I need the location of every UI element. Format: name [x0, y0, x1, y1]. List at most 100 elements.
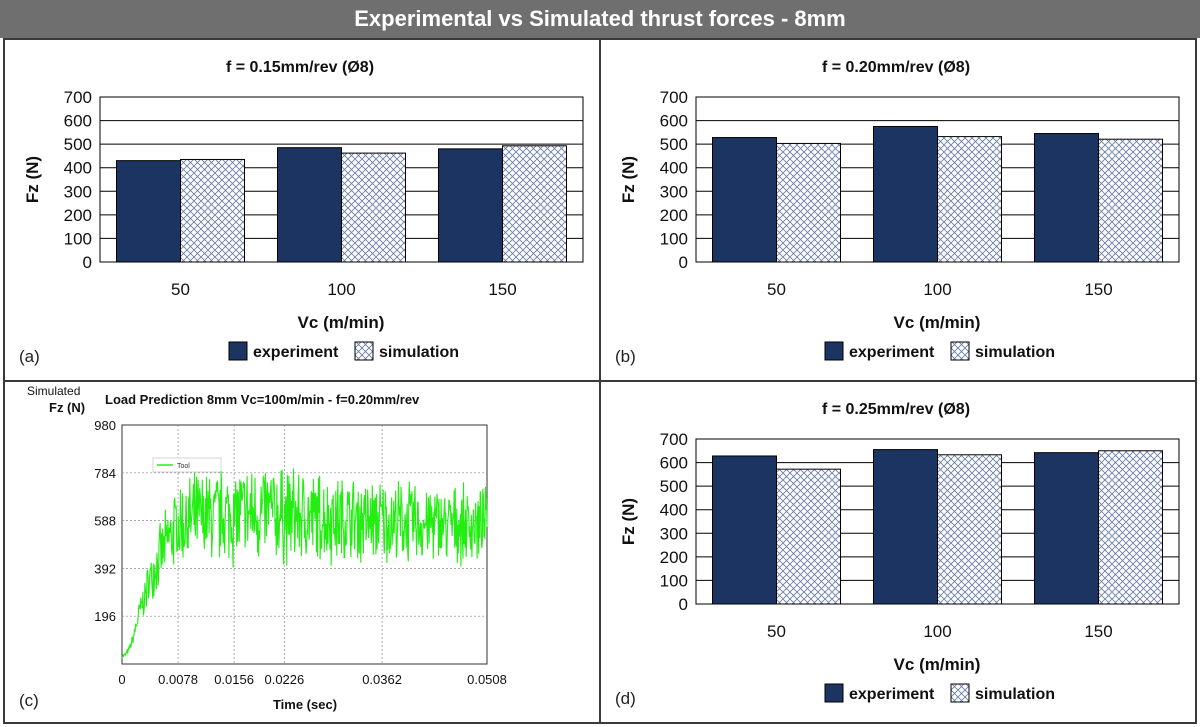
y-tick-label: 0 — [83, 253, 92, 272]
y-tick-label: 392 — [94, 561, 116, 576]
y-tick-label: 400 — [660, 501, 688, 520]
y-tick-label: 600 — [660, 112, 688, 131]
x-tick-label: 0.0078 — [158, 672, 198, 687]
chart-title: Load Prediction 8mm Vc=100m/min - f=0.20… — [105, 392, 420, 407]
x-tick-label: 0.0156 — [214, 672, 254, 687]
y-tick-label: 100 — [64, 229, 92, 248]
legend-label-simulation: simulation — [975, 686, 1055, 703]
x-tick-label: 150 — [1084, 622, 1112, 641]
bar-chart-a: f = 0.15mm/rev (Ø8) 0 100 200 300 400 500 600 70… — [19, 59, 584, 366]
bar-simulation-150 — [1098, 450, 1163, 605]
x-tick-label: 100 — [923, 622, 951, 641]
x-tick-label: 0 — [118, 672, 125, 687]
legend-swatch-simulation — [354, 341, 374, 361]
legend-label-tool: Tool — [177, 463, 190, 470]
x-axis-label: Vc (m/min) — [298, 313, 385, 332]
y-tick-label: 700 — [660, 430, 688, 449]
y-axis-label: Fz (N) — [49, 400, 85, 415]
y-tick-label: 784 — [94, 466, 116, 481]
y-tick-label: 0 — [679, 253, 688, 272]
y-axis-label: Fz (N) — [619, 156, 638, 203]
legend-swatch-simulation — [950, 683, 970, 703]
y-tick-label: 700 — [64, 88, 92, 107]
bar-experiment-100 — [873, 449, 938, 605]
bar-experiment-100 — [277, 147, 342, 263]
bar-simulation-100 — [937, 454, 1002, 605]
bar-chart-d: f = 0.25mm/rev (Ø8) 0 100 200 300 400 500 600 70… — [615, 401, 1180, 708]
x-tick-label: 50 — [767, 280, 786, 299]
x-tick-label: 0.0508 — [467, 672, 507, 687]
x-axis-label: Vc (m/min) — [894, 313, 981, 332]
x-tick-label: 150 — [488, 280, 516, 299]
panel-label: (b) — [615, 347, 636, 366]
bar-simulation-50 — [776, 142, 841, 263]
y-tick-label: 400 — [660, 159, 688, 178]
bar-experiment-150 — [1034, 133, 1099, 263]
legend-swatch-experiment — [228, 341, 248, 361]
x-tick-label: 100 — [923, 280, 951, 299]
y-tick-label: 100 — [660, 571, 688, 590]
x-tick-label: 50 — [171, 280, 190, 299]
panel-d: f = 0.25mm/rev (Ø8) 0 100 200 300 400 500 600 70… — [599, 380, 1197, 724]
bar-simulation-100 — [341, 152, 406, 263]
bar-experiment-50 — [712, 137, 777, 263]
bar-experiment-50 — [712, 455, 777, 605]
x-tick-label: 0.0362 — [362, 672, 402, 687]
x-axis-label: Time (sec) — [273, 697, 337, 712]
chart-title: f = 0.25mm/rev (Ø8) — [822, 401, 970, 418]
x-tick-label: 50 — [767, 622, 786, 641]
legend-label-simulation: simulation — [379, 344, 459, 361]
legend-label-experiment: experiment — [849, 686, 935, 703]
panel-label: (a) — [19, 347, 40, 366]
y-tick-label: 200 — [660, 548, 688, 567]
bar-chart-b: f = 0.20mm/rev (Ø8) 0 100 200 300 400 500 600 70… — [615, 59, 1180, 366]
bar-experiment-100 — [873, 125, 938, 263]
y-tick-label: 200 — [660, 206, 688, 225]
y-tick-label: 0 — [679, 595, 688, 614]
x-tick-label: 150 — [1084, 280, 1112, 299]
y-tick-label: 400 — [64, 159, 92, 178]
bar-simulation-100 — [937, 136, 1002, 263]
y-axis-label: Fz (N) — [23, 156, 42, 203]
y-tick-label: 300 — [660, 182, 688, 201]
legend-label-simulation: simulation — [975, 344, 1055, 361]
legend-label-experiment: experiment — [849, 344, 935, 361]
y-tick-label: 700 — [660, 88, 688, 107]
legend-swatch-experiment — [824, 341, 844, 361]
y-tick-label: 196 — [94, 609, 116, 624]
x-tick-label: 100 — [327, 280, 355, 299]
y-tick-label: 600 — [64, 112, 92, 131]
panel-label: (d) — [615, 689, 636, 708]
chart-title: f = 0.20mm/rev (Ø8) — [822, 59, 970, 76]
y-tick-label: 980 — [94, 418, 116, 433]
bar-simulation-50 — [776, 468, 841, 605]
x-tick-label: 0.0226 — [264, 672, 304, 687]
y-tick-label: 300 — [660, 524, 688, 543]
bar-simulation-50 — [180, 158, 245, 263]
bar-experiment-50 — [116, 160, 181, 263]
bar-simulation-150 — [502, 145, 567, 263]
bar-experiment-150 — [1034, 452, 1099, 605]
bar-experiment-150 — [438, 148, 503, 263]
y-tick-label: 200 — [64, 206, 92, 225]
x-axis-label: Vc (m/min) — [894, 655, 981, 674]
y-tick-label: 500 — [64, 135, 92, 154]
legend-box — [152, 457, 222, 473]
figure-banner: Experimental vs Simulated thrust forces … — [0, 0, 1200, 38]
bar-simulation-150 — [1098, 138, 1163, 263]
legend-swatch-experiment — [824, 683, 844, 703]
y-tick-label: 600 — [660, 454, 688, 473]
y-axis-label-line1: Simulated — [27, 384, 80, 398]
y-tick-label: 100 — [660, 229, 688, 248]
line-chart-c: Simulated Fz (N) Load Prediction 8mm Vc=10… — [19, 384, 507, 712]
panel-label: (c) — [19, 691, 39, 710]
y-tick-label: 500 — [660, 135, 688, 154]
chart-title: f = 0.15mm/rev (Ø8) — [226, 59, 374, 76]
y-tick-label: 588 — [94, 514, 116, 529]
y-tick-label: 500 — [660, 477, 688, 496]
y-tick-label: 300 — [64, 182, 92, 201]
panel-a: f = 0.15mm/rev (Ø8) 0 100 200 300 400 500 600 70… — [3, 38, 601, 382]
series-line-tool — [121, 468, 488, 659]
panel-c: Simulated Fz (N) Load Prediction 8mm Vc=10… — [3, 380, 601, 724]
legend-swatch-simulation — [950, 341, 970, 361]
